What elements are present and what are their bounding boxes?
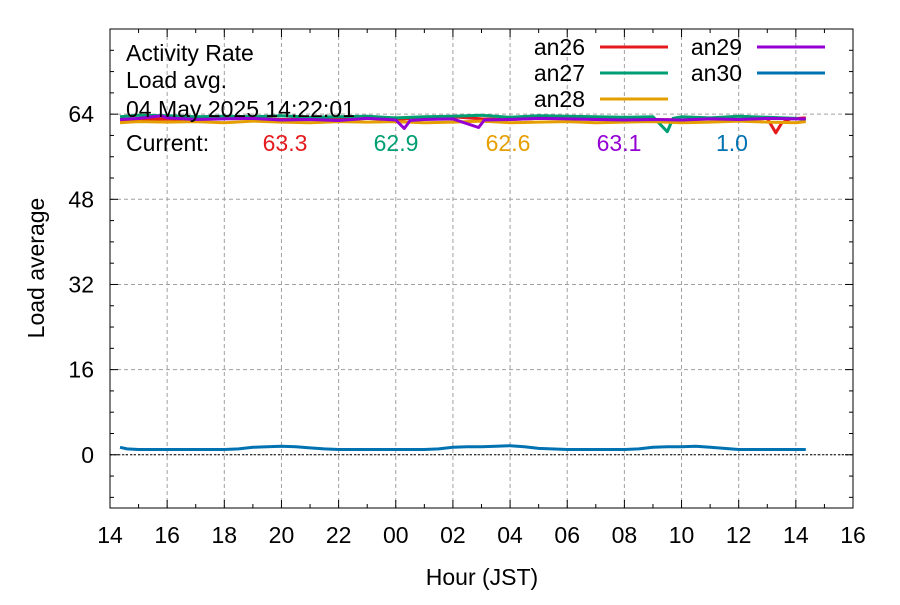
x-tick-label: 18 (212, 522, 238, 548)
plot-border (109, 28, 854, 509)
current-label: Current: (126, 130, 209, 156)
current-value-an26: 63.3 (263, 130, 308, 156)
legend-label-an30: an30 (691, 60, 742, 86)
y-tick-label: 64 (68, 101, 94, 127)
x-tick-label: 20 (269, 522, 295, 548)
x-tick-label: 04 (497, 522, 523, 548)
y-tick-label: 0 (81, 442, 94, 468)
x-axis-label: Hour (JST) (426, 564, 538, 590)
x-tick-label: 00 (383, 522, 409, 548)
series-line-an30 (119, 444, 806, 451)
x-tick-label: 10 (669, 522, 695, 548)
axes: 14 16 18 20 22 00 02 04 06 08 10 12 14 16 0 16 32 48 64 (68, 28, 866, 548)
current-value-an28: 62.6 (486, 130, 531, 156)
legend-label-an26: an26 (534, 34, 585, 60)
chart-title-line-1: Activity Rate (126, 40, 254, 66)
series-lines (119, 113, 807, 451)
x-tick-label: 16 (840, 522, 866, 548)
x-tick-label: 12 (726, 522, 752, 548)
chart-title-line-2: Load avg. (126, 67, 227, 93)
grid-lines (110, 29, 853, 508)
current-value-an27: 62.9 (374, 130, 419, 156)
y-axis-label: Load average (23, 198, 49, 339)
chart-text: Activity Rate Load avg. 04 May 2025 14:2… (23, 40, 538, 590)
y-tick-label: 32 (68, 271, 94, 297)
current-value-an29: 63.1 (597, 130, 642, 156)
x-tick-label: 14 (97, 522, 123, 548)
legend-label-an29: an29 (691, 34, 742, 60)
chart-title-line-3: 04 May 2025 14:22:01 (126, 96, 355, 122)
legend-label-an28: an28 (534, 86, 585, 112)
x-tick-label: 14 (783, 522, 809, 548)
x-tick-label: 02 (440, 522, 466, 548)
x-tick-label: 06 (554, 522, 580, 548)
x-tick-label: 08 (612, 522, 638, 548)
x-tick-label: 16 (154, 522, 180, 548)
legend-label-an27: an27 (534, 60, 585, 86)
series-line-an28 (119, 119, 806, 125)
y-tick-label: 48 (68, 186, 94, 212)
series-line-an29 (119, 114, 806, 130)
current-value-an30: 1.0 (716, 130, 748, 156)
y-tick-label: 16 (68, 357, 94, 383)
x-tick-label: 22 (326, 522, 352, 548)
series-line-an27 (119, 113, 807, 134)
